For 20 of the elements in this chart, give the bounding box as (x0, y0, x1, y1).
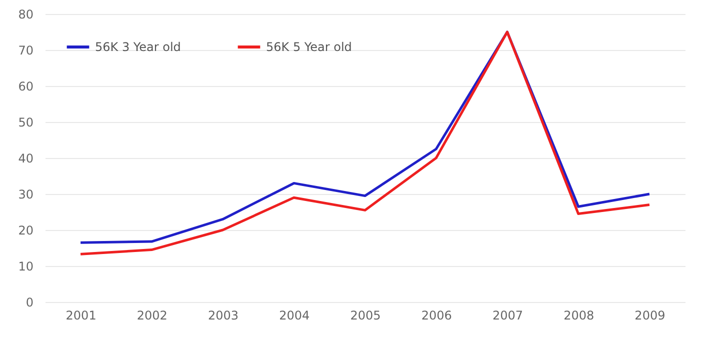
x-tick-label: 2004 (279, 308, 310, 322)
y-tick-label: 40 (18, 152, 34, 166)
x-tick-label: 2008 (564, 308, 594, 322)
y-tick-label: 70 (18, 44, 34, 58)
legend-label: 56K 3 Year old (95, 40, 181, 54)
x-tick-label: 2009 (634, 308, 666, 322)
x-tick-label: 2002 (136, 308, 168, 322)
legend-label: 56K 5 Year old (266, 40, 352, 54)
y-tick-label: 80 (18, 8, 34, 22)
y-tick-label: 50 (18, 116, 34, 130)
x-tick-label: 2001 (66, 308, 96, 322)
x-tick-label: 2003 (208, 308, 239, 322)
y-tick-label: 0 (26, 296, 34, 310)
y-tick-label: 20 (18, 224, 34, 238)
y-tick-label: 10 (18, 260, 34, 274)
x-tick-label: 2005 (350, 308, 381, 322)
x-tick-label: 2006 (421, 308, 452, 322)
y-tick-label: 60 (18, 80, 34, 94)
y-tick-label: 30 (18, 188, 34, 202)
x-tick-label: 2007 (492, 308, 523, 322)
